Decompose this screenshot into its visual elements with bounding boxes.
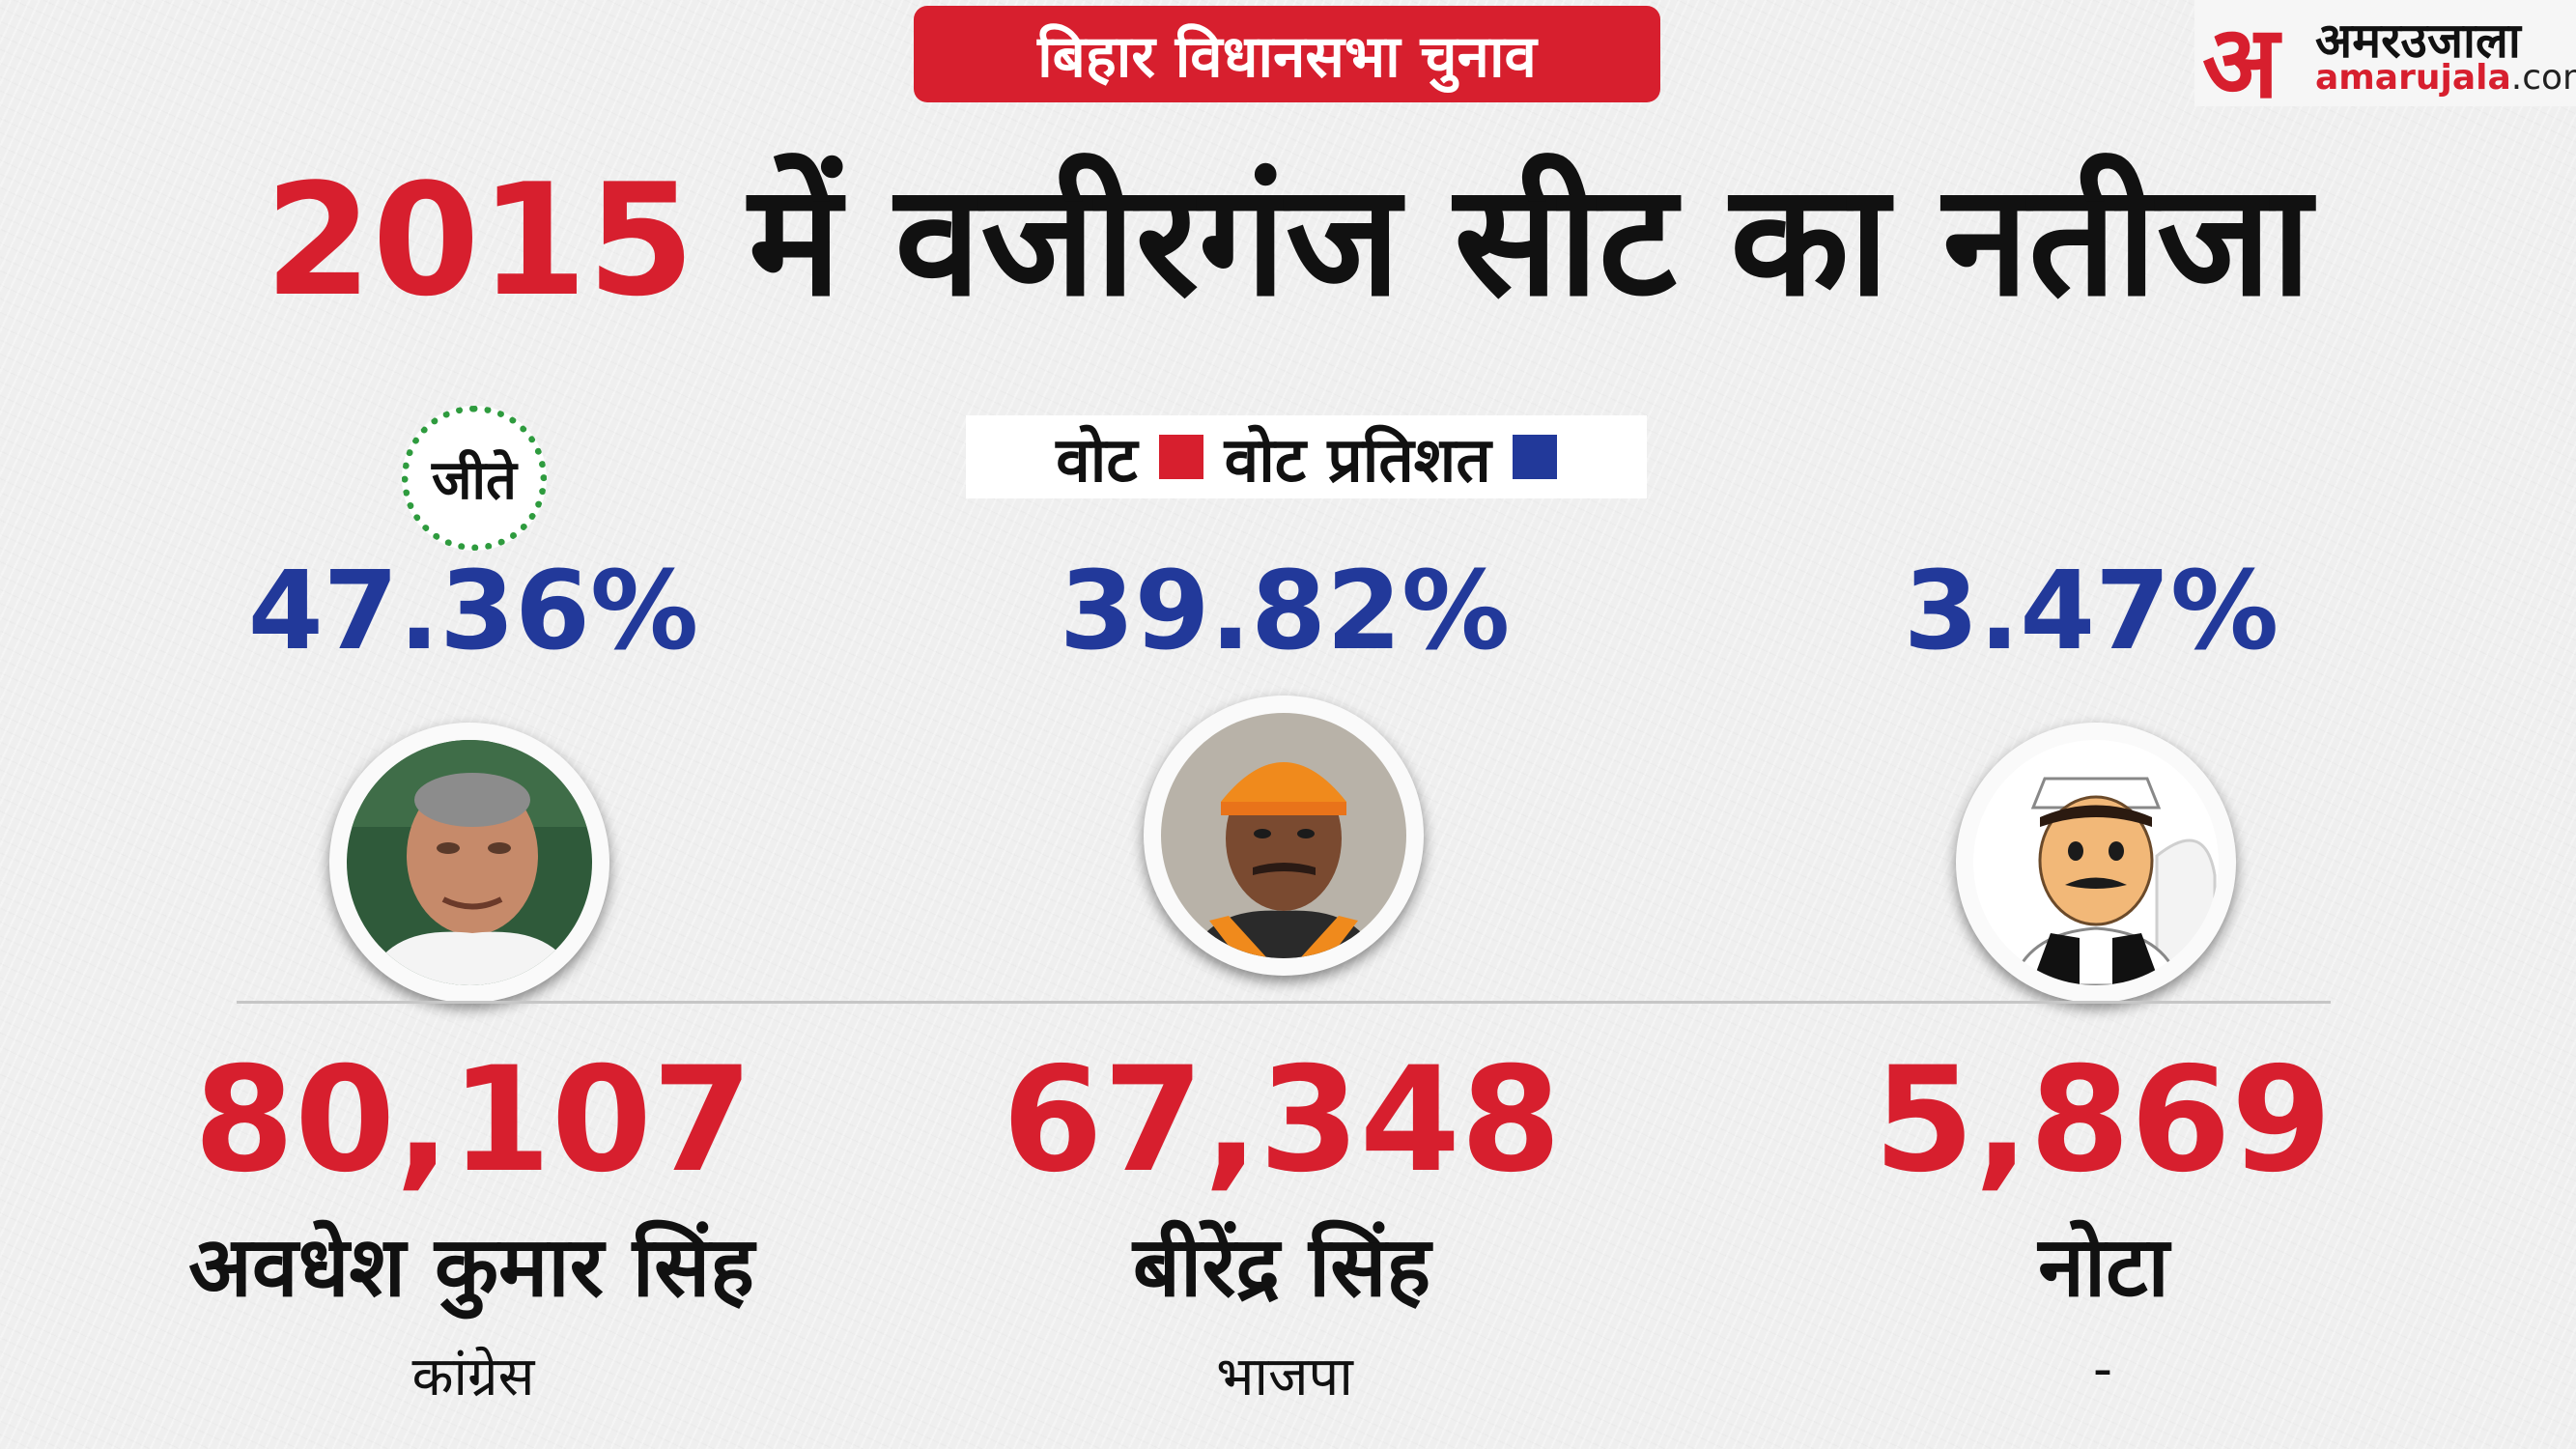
candidate-3-percent: 3.47% xyxy=(1903,549,2279,674)
logo-mark: अ xyxy=(2202,2,2279,121)
candidate-1-votes: 80,107 xyxy=(193,1037,753,1205)
candidate-2-percent: 39.82% xyxy=(1059,549,1511,674)
candidate-3-votes: 5,869 xyxy=(1873,1037,2333,1205)
nota-cartoon-icon xyxy=(1973,740,2219,985)
legend-votes-swatch xyxy=(1158,435,1203,479)
headline-year: 2015 xyxy=(264,150,695,330)
legend: वोट वोट प्रतिशत xyxy=(966,415,1647,498)
divider-line xyxy=(237,1001,2331,1004)
candidate-2-photo xyxy=(1144,696,1424,976)
candidate-2-portrait-icon xyxy=(1161,713,1406,958)
candidate-2-name: बीरेंद्र सिंह xyxy=(1132,1219,1431,1316)
nota-cartoon xyxy=(1956,723,2236,1003)
amarujala-logo[interactable]: अ अमरउजाला amarujala.com xyxy=(2194,0,2576,121)
candidate-1-name: अवधेश कुमार सिंह xyxy=(188,1219,754,1316)
headline: 2015 में वजीरगंज सीट का नतीजा xyxy=(0,159,2576,322)
candidate-2-party: भाजपा xyxy=(1216,1346,1353,1408)
election-badge: बिहार विधानसभा चुनाव xyxy=(914,6,1660,102)
candidate-1-percent: 47.36% xyxy=(247,549,699,674)
logo-hindi-text: अमरउजाला xyxy=(2315,13,2521,69)
legend-votes-label: वोट xyxy=(1056,424,1138,497)
candidate-2-votes: 67,348 xyxy=(1002,1037,1562,1205)
candidate-1-portrait-icon xyxy=(347,740,592,985)
legend-percent-label: वोट प्रतिशत xyxy=(1224,424,1491,497)
candidate-1-party: कांग्रेस xyxy=(411,1346,535,1408)
winner-badge: जीते xyxy=(402,406,547,551)
logo-english-text: amarujala.com xyxy=(2315,58,2576,98)
candidate-1-photo xyxy=(329,723,609,1003)
candidate-3-party: - xyxy=(2092,1338,2113,1401)
candidate-3-name: नोटा xyxy=(2038,1219,2169,1316)
legend-percent-swatch xyxy=(1512,435,1557,479)
headline-text: में वजीरगंज सीट का नतीजा xyxy=(694,150,2312,330)
